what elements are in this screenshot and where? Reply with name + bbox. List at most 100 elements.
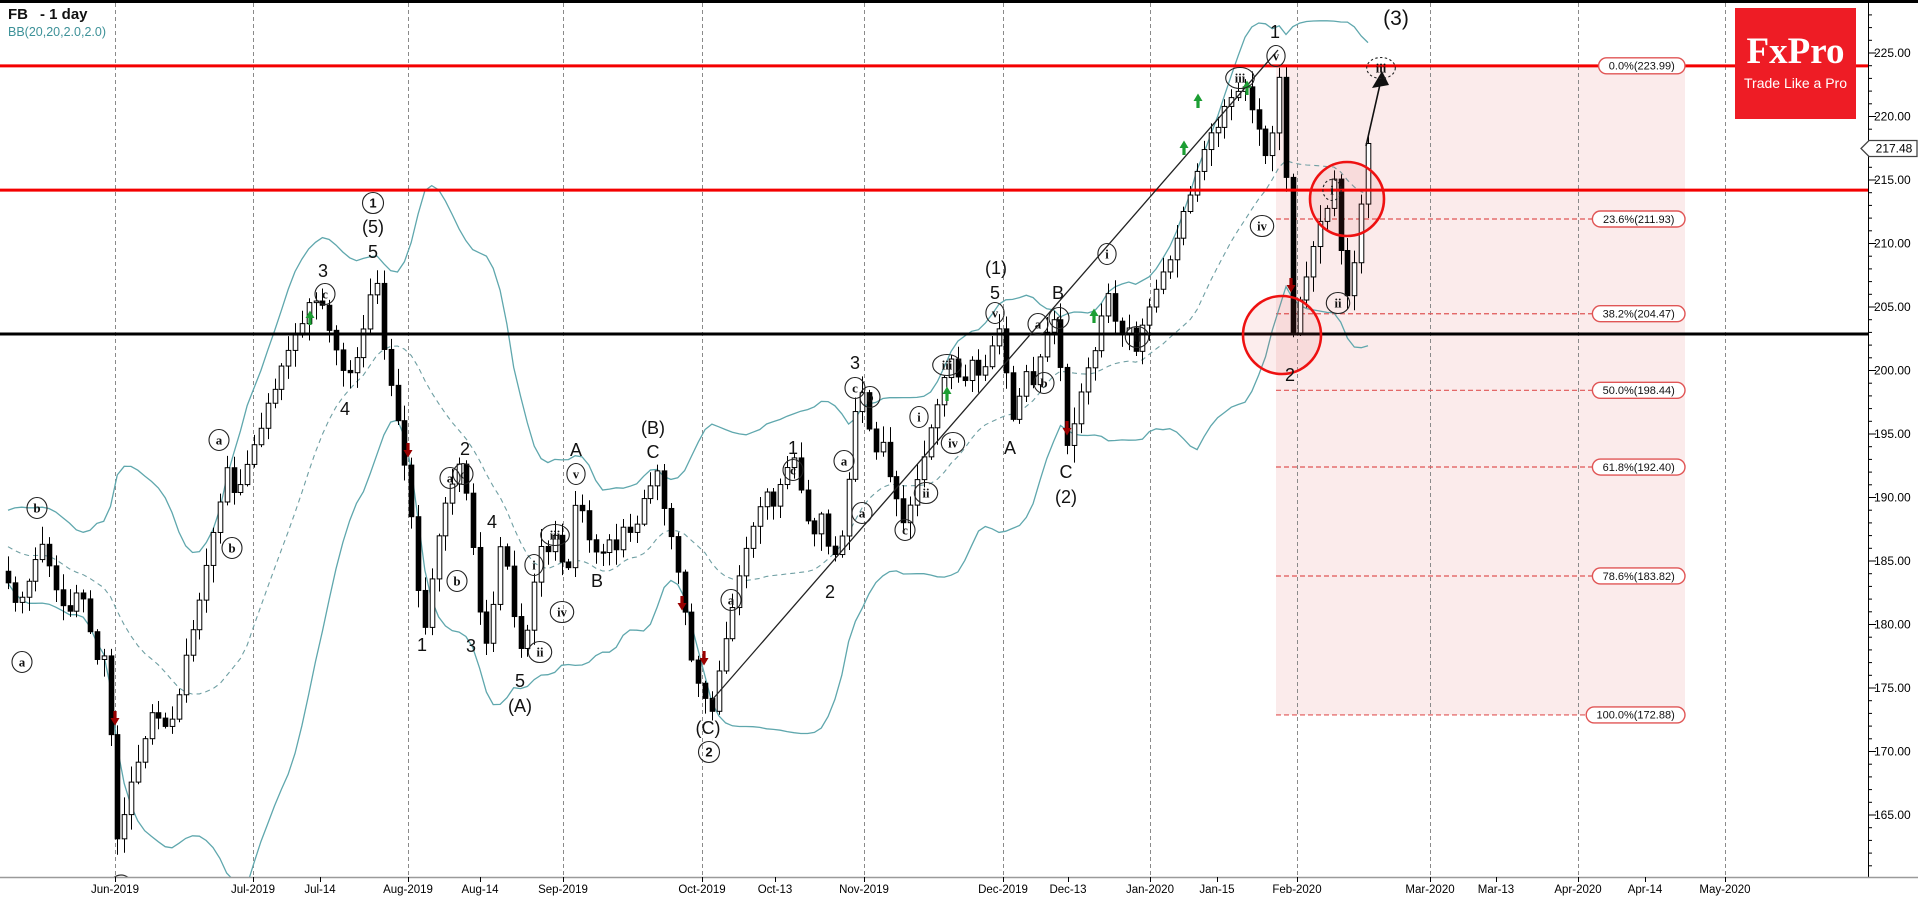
candle-down (333, 329, 340, 351)
circled-roman: iv (940, 431, 966, 455)
price-axis-label: 200.00 (1874, 364, 1911, 378)
candle-down (162, 717, 169, 727)
wave-label: (B) (641, 418, 665, 438)
candle-up (1228, 97, 1235, 107)
down-arrow-icon (110, 711, 120, 726)
circled-roman: iii (1225, 66, 1255, 90)
candle-up (244, 463, 251, 486)
trendline (711, 49, 1279, 701)
timeframe-label: - 1 day (40, 6, 88, 23)
candle-up (538, 545, 545, 583)
time-axis-label: Jul-2019 (231, 884, 275, 896)
wave-label: 1 (417, 635, 427, 655)
candle-up (572, 504, 579, 569)
circled-letter: b (221, 536, 243, 560)
candle-down (395, 384, 402, 422)
wave-circle-text: v (1273, 50, 1280, 64)
candle-down (408, 464, 415, 518)
candle-down (422, 589, 429, 628)
wave-circle-outline (549, 600, 575, 624)
candle-down (811, 520, 818, 535)
wave-circle-outline (851, 501, 873, 525)
candle-down (1338, 178, 1345, 251)
time-axis-label: Oct-13 (758, 884, 793, 896)
down-arrow-icon (403, 443, 413, 458)
candle-down (565, 561, 572, 569)
candle-up (1016, 395, 1023, 420)
candle-up (217, 501, 224, 533)
candle-down (114, 734, 121, 840)
wave-label: 4 (340, 399, 350, 419)
wave-circle-outline (1225, 66, 1255, 90)
circled-letter: c (1048, 306, 1070, 330)
wave-circle-text: b (33, 501, 40, 516)
wave-circle-text: b (228, 541, 235, 556)
candle-down (94, 631, 101, 660)
candle-down (415, 516, 422, 591)
wave-circle-text: a (859, 506, 866, 521)
down-arrow-icon (1286, 278, 1296, 293)
wave-circle-text: iv (1257, 220, 1267, 234)
candle-down (60, 589, 67, 607)
candle-up (1215, 126, 1222, 134)
candle-up (1303, 276, 1310, 301)
candle-up (1331, 178, 1338, 209)
candle-down (873, 428, 880, 453)
candle-up (1023, 371, 1030, 397)
candle-down (67, 605, 74, 612)
time-axis-label: May-2020 (1699, 884, 1750, 896)
circled-roman: v (1266, 44, 1286, 68)
wave-circle-text: b (453, 574, 460, 589)
candle-down (1344, 249, 1351, 297)
time-axis-label: Jan-15 (1199, 884, 1234, 896)
circled-digit: 1 (361, 191, 385, 215)
time-axis-label: Aug-2019 (383, 884, 433, 896)
wave-label: 1 (788, 438, 798, 458)
candle-down (695, 659, 702, 684)
time-axis-label: Apr-14 (1628, 884, 1663, 896)
wave-label: 5 (515, 671, 525, 691)
candle-down (675, 536, 682, 573)
wave-circle-text: c (852, 381, 858, 396)
candle-up (183, 654, 190, 696)
candle-up (1160, 271, 1167, 290)
wave-label: 3 (318, 261, 328, 281)
wave-circle-outline (1097, 242, 1117, 266)
candle-down (1256, 109, 1263, 130)
indicator-label: BB(20,20,2.0,2.0) (8, 25, 106, 39)
wave-circle-outline (540, 523, 570, 547)
wave-label: (2) (1055, 487, 1077, 507)
fib-label: 61.8%(192.40) (1591, 458, 1686, 476)
wave-circle-text: iv (557, 606, 567, 620)
price-axis-label: 180.00 (1874, 618, 1911, 632)
price-axis-label: 205.00 (1874, 300, 1911, 314)
candle-down (12, 582, 19, 603)
candle-down (347, 369, 354, 374)
candle-up (1105, 293, 1112, 317)
time-axis-label: Oct-2019 (678, 884, 725, 896)
candle-up (852, 411, 859, 480)
candle-up (272, 388, 279, 404)
candle-up (73, 592, 80, 612)
wave-circle-text: iii (550, 529, 561, 543)
candle-up (285, 349, 292, 367)
candle-up (641, 498, 648, 525)
wave-label: 4 (487, 512, 497, 532)
wave-circle-outline (720, 588, 742, 612)
candle-up (1092, 350, 1099, 369)
wave-circle-text: a (728, 593, 735, 608)
wave-circle-text: a (216, 433, 223, 448)
candle-up (32, 559, 39, 582)
wave-circle-outline (566, 462, 586, 486)
wave-circle-outline (833, 449, 855, 473)
wave-circle-text: 1 (369, 196, 376, 211)
wave-circle-text: a (1035, 317, 1042, 332)
time-axis-label: Feb-2020 (1272, 884, 1321, 896)
wave-circle-outline (1366, 56, 1396, 80)
wave-label: 5 (368, 242, 378, 262)
candle-down (483, 611, 490, 644)
down-arrow-icon (699, 651, 709, 666)
circled-roman: ii (913, 481, 939, 505)
